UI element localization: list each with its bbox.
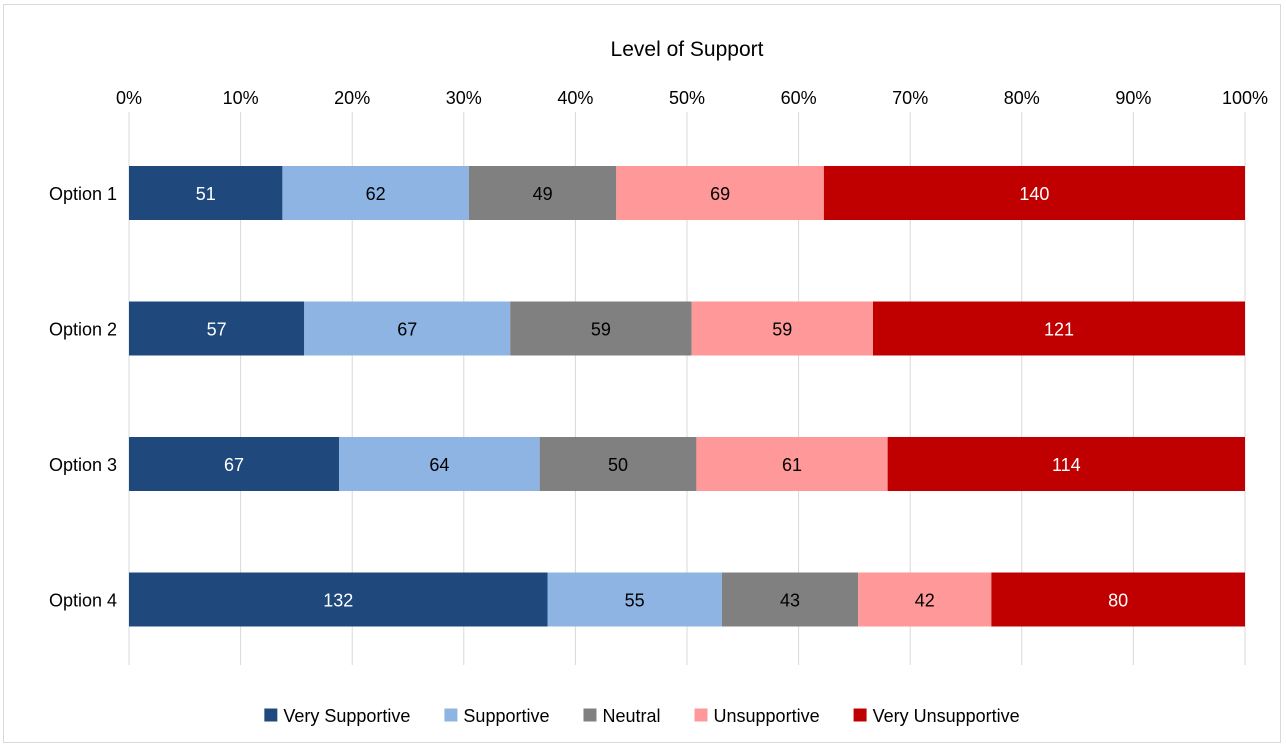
x-tick-label: 60%: [781, 88, 817, 108]
x-tick-label: 80%: [1004, 88, 1040, 108]
data-label: 51: [196, 184, 216, 204]
data-label: 59: [591, 320, 611, 340]
legend-swatch: [444, 708, 458, 722]
bar-segment: [129, 437, 340, 491]
bar-segment: [858, 572, 992, 627]
bar-segment: [129, 301, 305, 356]
bar-segment: [129, 572, 548, 627]
bar-segment: [282, 166, 469, 220]
bar-segment: [539, 437, 697, 491]
data-label: 62: [366, 184, 386, 204]
y-axis-category-labels: Option 1 Option 2 Option 3 Option 4: [49, 184, 117, 611]
x-tick-label: 70%: [892, 88, 928, 108]
data-label: 50: [608, 455, 628, 475]
x-tick-label: 20%: [334, 88, 370, 108]
x-tick-label: 90%: [1115, 88, 1151, 108]
bar-segment: [991, 572, 1245, 627]
bar-segment: [823, 166, 1245, 220]
legend-item: Very Supportive: [264, 706, 410, 726]
legend-item: Supportive: [444, 706, 549, 726]
data-label: 49: [533, 184, 553, 204]
bar-segment: [873, 301, 1245, 356]
data-label: 121: [1044, 320, 1074, 340]
legend-label: Very Unsupportive: [873, 706, 1020, 726]
bar-segments: 51 62 49 69 140 57 67 59 59 121 67 64 50 61 114 132 55 43…: [129, 166, 1245, 627]
data-label: 61: [782, 455, 802, 475]
category-label: Option 1: [49, 184, 117, 204]
legend-label: Neutral: [602, 706, 660, 726]
legend-swatch: [264, 708, 278, 722]
bar-segment: [887, 437, 1245, 491]
category-label: Option 4: [49, 591, 117, 611]
bar-segment: [339, 437, 540, 491]
data-label: 80: [1108, 591, 1128, 611]
legend-swatch: [583, 708, 597, 722]
category-label: Option 3: [49, 455, 117, 475]
category-label: Option 2: [49, 320, 117, 340]
bar-segment: [616, 166, 824, 220]
data-label: 140: [1019, 184, 1049, 204]
data-label: 67: [224, 455, 244, 475]
bar-segment: [468, 166, 617, 220]
x-tick-label: 10%: [223, 88, 259, 108]
chart-title: Level of Support: [611, 38, 764, 61]
x-tick-label: 30%: [446, 88, 482, 108]
bar-segment: [129, 166, 283, 220]
bar-segment: [696, 437, 888, 491]
x-tick-label: 50%: [669, 88, 705, 108]
data-label: 55: [625, 591, 645, 611]
x-tick-label: 40%: [557, 88, 593, 108]
x-tick-label: 100%: [1222, 88, 1268, 108]
legend-swatch: [853, 708, 867, 722]
data-label: 64: [429, 455, 449, 475]
data-label: 43: [780, 591, 800, 611]
legend-label: Supportive: [463, 706, 549, 726]
data-label: 59: [772, 320, 792, 340]
bar-segment: [304, 301, 511, 356]
legend-item: Neutral: [583, 706, 661, 726]
data-label: 69: [710, 184, 730, 204]
bar-segment: [721, 572, 859, 627]
legend-label: Very Supportive: [283, 706, 410, 726]
legend-swatch: [694, 708, 708, 722]
data-label: 67: [397, 320, 417, 340]
bar-segment: [547, 572, 722, 627]
x-axis-tick-labels: 0% 10% 20% 30% 40% 50% 60% 70% 80% 90% 100%: [116, 88, 1268, 108]
data-label: 114: [1052, 455, 1081, 475]
data-label: 132: [323, 591, 353, 611]
data-label: 57: [207, 320, 227, 340]
legend-label: Unsupportive: [714, 706, 820, 726]
bar-segment: [510, 301, 692, 356]
legend-item: Unsupportive: [694, 706, 820, 726]
bar-segment: [691, 301, 873, 356]
legend: Very Supportive Supportive Neutral Unsuppor…: [264, 706, 1020, 726]
data-label: 42: [915, 591, 935, 611]
legend-item: Very Unsupportive: [853, 706, 1020, 726]
x-tick-label: 0%: [116, 88, 142, 108]
